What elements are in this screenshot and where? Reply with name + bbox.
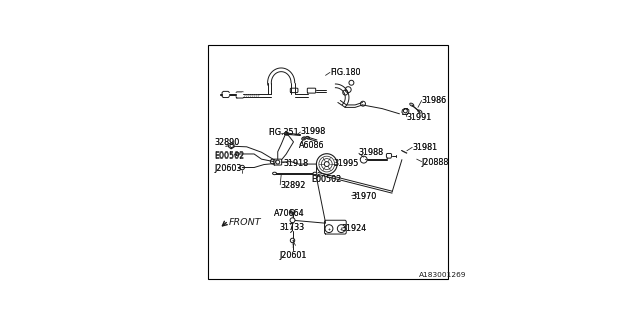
Text: FRONT: FRONT [229, 218, 262, 227]
Text: 32892: 32892 [280, 181, 305, 190]
Text: 31924: 31924 [341, 224, 367, 233]
Text: 31995: 31995 [334, 159, 359, 168]
Text: 31918: 31918 [284, 159, 308, 168]
Text: FIG.351: FIG.351 [268, 128, 299, 137]
Text: 31991: 31991 [407, 113, 432, 122]
Text: A70664: A70664 [275, 209, 305, 218]
Text: J20603: J20603 [214, 164, 242, 173]
Text: A183001269: A183001269 [419, 272, 467, 278]
Circle shape [290, 218, 295, 223]
Text: J20601: J20601 [280, 251, 307, 260]
Text: 32890: 32890 [214, 138, 240, 147]
Text: FIG.351: FIG.351 [268, 128, 299, 137]
Text: 31970: 31970 [351, 192, 377, 201]
Text: 31995: 31995 [334, 159, 359, 168]
Text: 31988: 31988 [359, 148, 384, 157]
Text: J20603: J20603 [214, 164, 242, 173]
Text: A6086: A6086 [300, 141, 325, 150]
Text: A6086: A6086 [300, 141, 325, 150]
Text: 31988: 31988 [359, 148, 384, 157]
Text: FIG.180: FIG.180 [330, 68, 361, 77]
Text: J20888: J20888 [422, 157, 449, 167]
Text: 32892: 32892 [280, 181, 305, 190]
Text: 31986: 31986 [422, 96, 447, 105]
Text: FIG.180: FIG.180 [330, 68, 361, 77]
Text: 31991: 31991 [407, 113, 432, 122]
Text: E00502: E00502 [311, 175, 341, 184]
Text: 32890: 32890 [214, 138, 240, 147]
Text: A70664: A70664 [275, 209, 305, 218]
Ellipse shape [273, 172, 276, 175]
Text: 31924: 31924 [341, 224, 367, 233]
Text: 31981: 31981 [412, 143, 437, 152]
Text: 31733: 31733 [280, 223, 305, 232]
Text: 31986: 31986 [422, 96, 447, 105]
Text: 31733: 31733 [280, 223, 305, 232]
Text: J20601: J20601 [280, 251, 307, 260]
Text: 31970: 31970 [351, 192, 377, 201]
Text: 31981: 31981 [412, 143, 437, 152]
Text: E00502: E00502 [214, 152, 245, 161]
Text: 31998: 31998 [300, 127, 326, 136]
Text: 31998: 31998 [300, 127, 326, 136]
Text: J20888: J20888 [422, 157, 449, 167]
Text: 31918: 31918 [284, 159, 308, 168]
Text: E00502: E00502 [311, 175, 341, 184]
Text: E00502: E00502 [214, 151, 245, 160]
Ellipse shape [313, 172, 317, 175]
